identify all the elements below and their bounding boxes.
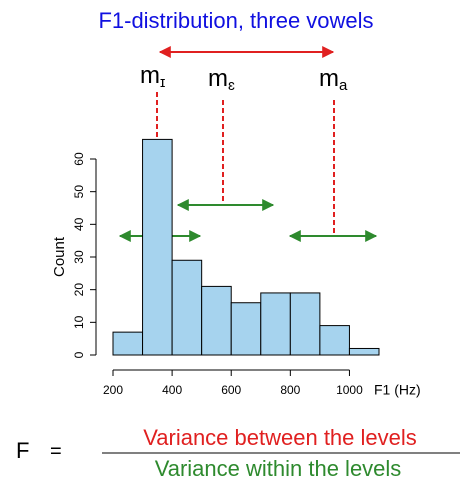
chart-title: F1-distribution, three vowels — [98, 8, 373, 33]
mean-sub: ɪ — [160, 74, 165, 91]
x-tick-label: 600 — [221, 383, 241, 397]
bar — [171, 259, 203, 356]
bar — [319, 325, 350, 356]
y-tick-label: 0 — [72, 351, 86, 358]
y-tick-label: 50 — [72, 185, 86, 199]
x-tick-label: 1000 — [336, 383, 363, 397]
formula-lhs: F — [16, 438, 29, 463]
x-tick-label: 400 — [162, 383, 182, 397]
y-tick-label: 20 — [72, 283, 86, 297]
mean-label: mɪ — [140, 62, 165, 91]
bar — [112, 331, 144, 356]
x-axis-label: F1 (Hz) — [374, 382, 421, 398]
bar — [289, 292, 321, 356]
x-tick-label: 800 — [280, 383, 300, 397]
y-axis-label: Count — [51, 236, 68, 277]
formula-equals: = — [50, 440, 62, 462]
mean-base: m — [208, 65, 228, 92]
mean-sub: a — [339, 77, 348, 94]
bar — [348, 347, 380, 356]
formula-denominator: Variance within the levels — [155, 456, 402, 481]
mean-base: m — [319, 65, 339, 92]
y-tick-label: 10 — [72, 315, 86, 329]
y-tick-label: 40 — [72, 217, 86, 231]
y-tick-label: 30 — [72, 250, 86, 264]
y-tick-label: 60 — [72, 152, 86, 166]
x-tick-label: 200 — [103, 383, 123, 397]
mean-label: mɛ — [208, 65, 235, 94]
mean-label: ma — [319, 65, 348, 94]
bar — [230, 302, 262, 356]
bar — [142, 138, 173, 356]
mean-base: m — [140, 62, 160, 89]
bar — [260, 292, 291, 356]
formula-numerator: Variance between the levels — [143, 425, 417, 450]
bar — [201, 285, 232, 356]
mean-sub: ɛ — [228, 77, 235, 94]
